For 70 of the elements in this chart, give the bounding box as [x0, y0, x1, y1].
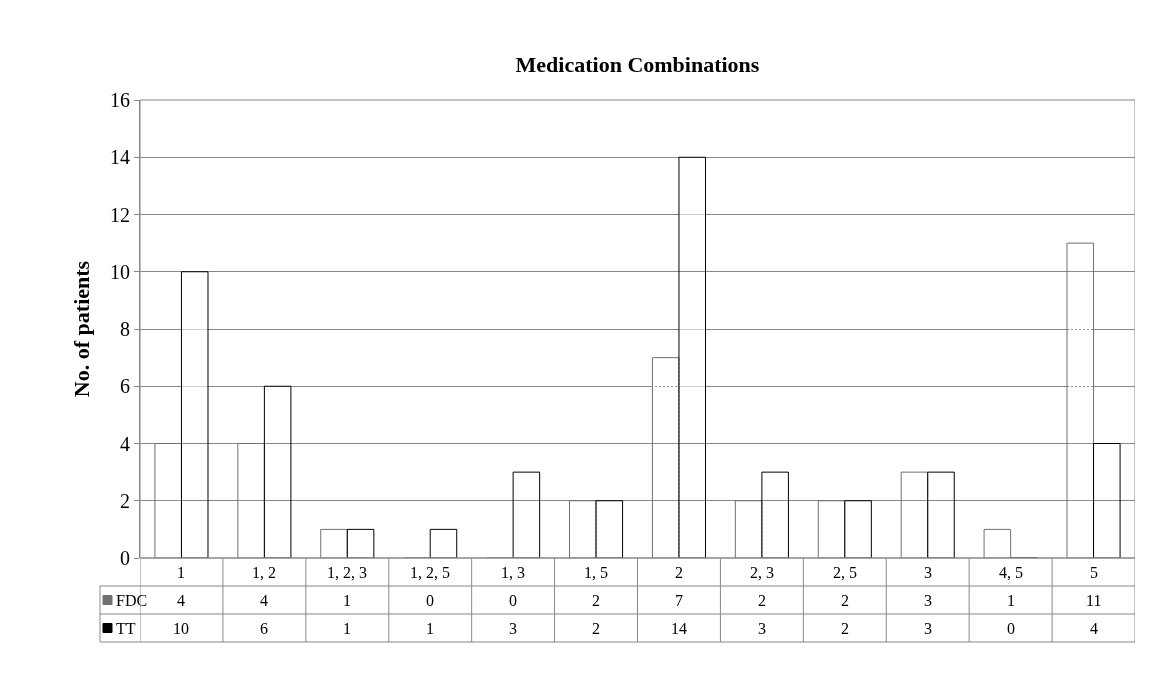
bar: [512, 471, 541, 558]
y-tick-label: 0: [120, 547, 130, 569]
data-label: 0: [426, 592, 434, 609]
data-label: 4: [177, 592, 185, 609]
x-tick-label: 2: [675, 564, 683, 581]
bar: [1066, 242, 1095, 558]
data-label: 3: [924, 620, 932, 637]
data-label: 1: [343, 592, 351, 609]
bar: [346, 528, 375, 558]
x-tick-label: 1, 5: [584, 564, 608, 581]
data-label: 1: [343, 620, 351, 637]
data-label: 2: [592, 592, 600, 609]
x-tick-label: 1: [177, 564, 185, 581]
x-tick-label: 1, 2: [252, 564, 276, 581]
y-tick-label: 10: [110, 260, 130, 283]
data-label: 2: [592, 620, 600, 637]
y-axis-title: No. of patients: [68, 260, 94, 398]
data-label: 3: [758, 620, 766, 637]
x-tick-label: 3: [924, 564, 932, 581]
bar: [595, 500, 624, 558]
data-label: 7: [675, 592, 683, 609]
y-tick-label: 12: [110, 203, 130, 226]
chart-title: Medication Combinations: [515, 52, 760, 78]
data-label: 3: [509, 620, 517, 637]
bar: [237, 443, 265, 558]
x-tick-label: 2, 3: [750, 564, 774, 581]
data-label: 4: [1090, 620, 1098, 637]
data-label: 10: [173, 620, 189, 637]
bar: [844, 500, 872, 558]
data-label: 2: [841, 592, 849, 609]
bar: [927, 471, 955, 558]
bar: [651, 357, 680, 558]
data-label: 6: [260, 620, 268, 637]
data-label: 2: [758, 592, 766, 609]
x-tick-label: 5: [1090, 564, 1098, 581]
y-tick-label: 16: [110, 89, 130, 111]
data-label: 4: [260, 592, 268, 609]
y-tick-label: 8: [120, 318, 130, 340]
bar: [569, 500, 597, 558]
bar: [817, 500, 846, 558]
data-label: 0: [1007, 620, 1015, 637]
y-tick-label: 14: [110, 146, 130, 169]
bar: [180, 271, 209, 558]
bar: [761, 471, 789, 558]
x-tick-label: 2, 5: [833, 564, 857, 581]
legend-label: FDC: [116, 592, 148, 609]
data-label: 2: [841, 620, 849, 637]
bar: [320, 528, 348, 558]
x-tick-label: 1, 3: [501, 564, 525, 581]
bar: [429, 528, 458, 558]
data-label: 1: [426, 620, 434, 637]
bar: [678, 156, 706, 558]
data-label: 3: [924, 592, 932, 609]
legend-label: TT: [116, 620, 136, 637]
x-tick-label: 1, 2, 5: [410, 564, 450, 581]
y-tick-label: 4: [120, 432, 130, 455]
y-tick-label: 6: [120, 375, 130, 398]
data-label: 0: [509, 592, 517, 609]
bar: [900, 471, 929, 558]
x-tick-label: 1, 2, 3: [327, 564, 367, 581]
bar: [983, 528, 1012, 558]
bar: [1093, 443, 1121, 558]
data-label: 14: [671, 620, 687, 637]
x-tick-label: 4, 5: [999, 564, 1023, 581]
data-label: 11: [1086, 592, 1102, 609]
data-label: 1: [1007, 592, 1015, 609]
bar: [263, 385, 292, 558]
bar: [734, 500, 763, 558]
bar: [154, 443, 182, 558]
y-tick-label: 2: [120, 489, 130, 512]
